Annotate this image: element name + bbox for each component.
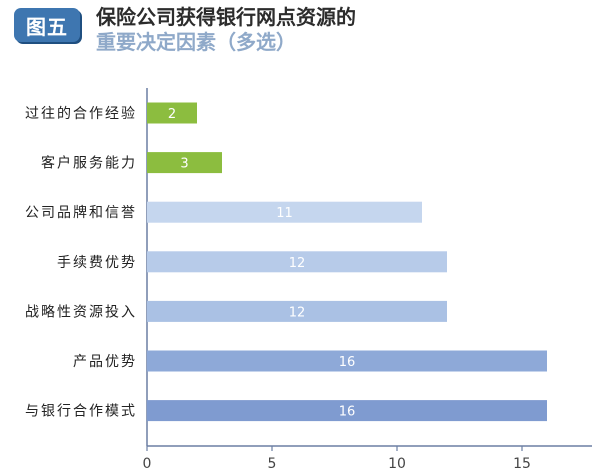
bar (147, 400, 547, 422)
bar-value-label: 16 (339, 355, 356, 370)
x-tick-label: 0 (143, 456, 152, 472)
bar-value-label: 11 (276, 206, 293, 221)
bar (147, 251, 447, 273)
category-label: 公司品牌和信誉 (25, 204, 137, 221)
bar-value-label: 3 (180, 157, 188, 172)
bar (147, 102, 197, 124)
category-label: 过往的合作经验 (25, 106, 137, 122)
chart-subtitle: 重要决定因素（多选） (96, 30, 296, 54)
bar-value-label: 12 (289, 256, 306, 271)
bar (147, 300, 447, 322)
bar (147, 152, 222, 174)
bar-value-label: 12 (289, 305, 306, 320)
category-label: 手续费优势 (57, 254, 137, 271)
bar (147, 350, 547, 372)
figure-badge: 图五 (14, 8, 80, 42)
bar (147, 201, 422, 223)
x-tick-label: 15 (513, 456, 531, 472)
x-tick-label: 5 (268, 456, 277, 472)
category-label: 战略性资源投入 (25, 304, 137, 320)
category-label: 与银行合作模式 (25, 404, 137, 420)
bar-value-label: 2 (168, 107, 176, 122)
category-label: 产品优势 (73, 354, 137, 370)
x-tick-label: 10 (388, 456, 406, 472)
category-label: 客户服务能力 (41, 155, 137, 172)
bar-value-label: 16 (339, 405, 356, 420)
chart-title: 保险公司获得银行网点资源的 (96, 5, 356, 29)
